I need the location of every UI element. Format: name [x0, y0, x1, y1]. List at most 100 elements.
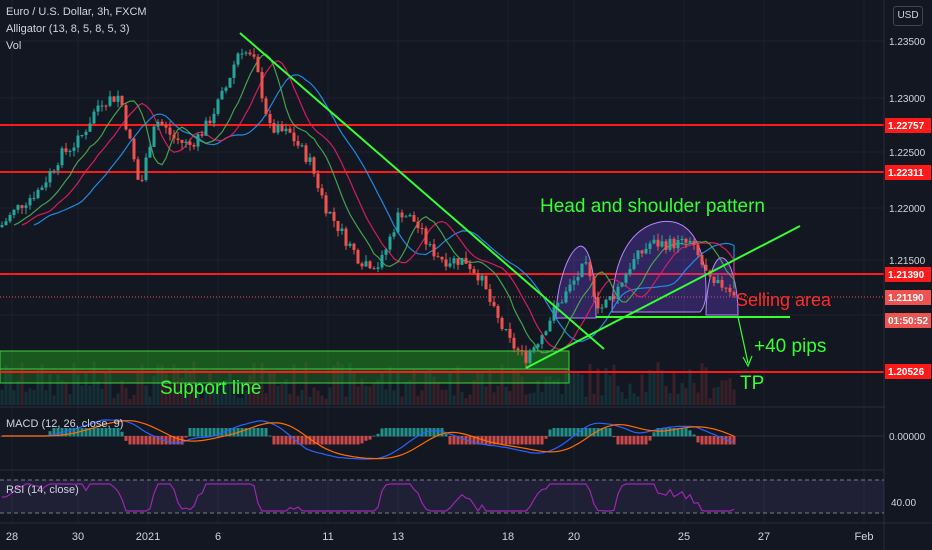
candle-body	[280, 124, 284, 132]
macd-hist-bar	[524, 436, 528, 445]
candle-body	[292, 132, 296, 142]
volume-legend[interactable]: Vol	[6, 40, 22, 52]
volume-bar	[732, 389, 736, 405]
macd-hist-bar	[396, 428, 400, 437]
candle-body	[304, 145, 308, 162]
pattern-annotation: Head and shoulder pattern	[540, 196, 765, 217]
volume-bar	[108, 367, 112, 405]
price-tick: 1.21500	[889, 256, 926, 267]
macd-hist-bar	[68, 428, 72, 437]
volume-bar	[500, 363, 504, 405]
macd-hist-bar	[304, 436, 308, 445]
macd-hist-bar	[388, 428, 392, 437]
macd-hist-bar	[628, 436, 632, 445]
macd-hist-bar	[260, 428, 264, 437]
volume-bar	[600, 395, 604, 405]
current-price-label: 1.21190	[888, 293, 924, 304]
candle-body	[668, 238, 672, 250]
candle-body	[628, 269, 632, 275]
candle-body	[580, 263, 584, 278]
candle-body	[524, 350, 528, 364]
candle-body	[508, 328, 512, 338]
tp-arrow-head	[742, 355, 753, 368]
currency-button[interactable]: USD	[893, 6, 923, 26]
volume-bar	[592, 393, 596, 405]
volume-bar	[176, 367, 180, 405]
symbol-legend[interactable]: Euro / U.S. Dollar, 3h, FXCM	[6, 6, 147, 18]
level-label: 1.22311	[888, 168, 924, 179]
volume-bar	[468, 394, 472, 405]
candle-body	[368, 261, 372, 269]
rsi-legend[interactable]: RSI (14, close)	[6, 484, 79, 496]
volume-bar	[400, 396, 404, 405]
macd-legend[interactable]: MACD (12, 26, close, 9)	[6, 418, 124, 430]
volume-bar	[144, 385, 148, 405]
volume-bar	[572, 371, 576, 405]
candle-body	[284, 128, 288, 132]
candle-body	[672, 238, 676, 249]
macd-hist-bar	[204, 428, 208, 437]
candle-body	[468, 263, 472, 270]
alligator-lines	[13, 53, 735, 354]
volume-bar	[484, 386, 488, 405]
macd-hist-bar	[252, 428, 256, 437]
macd-hist-bar	[704, 436, 708, 445]
downtrend-line	[239, 32, 605, 350]
candle-body	[336, 220, 340, 231]
candle-body	[176, 138, 180, 141]
volume-bar	[72, 362, 76, 405]
candle-body	[404, 216, 408, 218]
volume-bar	[604, 367, 608, 405]
volume-bar	[296, 395, 300, 405]
volume-bar	[568, 373, 572, 405]
macd-hist-bar	[200, 428, 204, 437]
candle-body	[504, 328, 508, 330]
candle-body	[12, 209, 16, 216]
macd-hist-bar	[720, 436, 724, 445]
macd-hist-bar	[512, 436, 516, 445]
support-zone-upper	[0, 350, 570, 370]
candle-body	[36, 189, 40, 199]
volume-bar	[696, 392, 700, 405]
volume-bar	[380, 370, 384, 405]
macd-hist-bar	[584, 428, 588, 437]
volume-bar	[384, 389, 388, 405]
volume-bar	[88, 385, 92, 405]
macd-signal	[2, 420, 735, 460]
price-tick: 1.23000	[889, 94, 926, 105]
candle-body	[572, 280, 576, 285]
candle-body	[348, 243, 352, 246]
volume-bar	[612, 364, 616, 405]
macd-hist-bar	[724, 436, 728, 445]
candle-body	[212, 113, 216, 124]
macd-hist-bar	[588, 428, 592, 437]
volume-bar	[432, 376, 436, 405]
candle-body	[32, 198, 36, 200]
volume-bar	[188, 371, 192, 405]
volume-bar	[576, 372, 580, 405]
candle-body	[136, 159, 140, 180]
volume-bar	[504, 387, 508, 405]
candle-body	[0, 225, 4, 228]
candle-body	[312, 157, 316, 174]
candle-body	[536, 344, 540, 348]
candle-body	[388, 236, 392, 250]
macd-hist-bar	[352, 436, 356, 445]
volume-bar	[372, 383, 376, 405]
volume-bar	[56, 374, 60, 405]
volume-bar	[424, 372, 428, 405]
volume-bar	[520, 376, 524, 405]
macd-hist-bar	[332, 436, 336, 445]
candle-body	[652, 239, 656, 244]
volume-bar	[524, 394, 528, 405]
candle-body	[276, 124, 280, 133]
volume-bar	[560, 394, 564, 405]
macd-hist-bar	[392, 428, 396, 437]
volume-bar	[528, 393, 532, 405]
volume-bar	[240, 397, 244, 405]
alligator-legend[interactable]: Alligator (13, 8, 5, 8, 5, 3)	[6, 23, 130, 35]
candle-body	[200, 134, 204, 136]
candle-body	[48, 171, 52, 183]
volume-bar	[396, 371, 400, 405]
